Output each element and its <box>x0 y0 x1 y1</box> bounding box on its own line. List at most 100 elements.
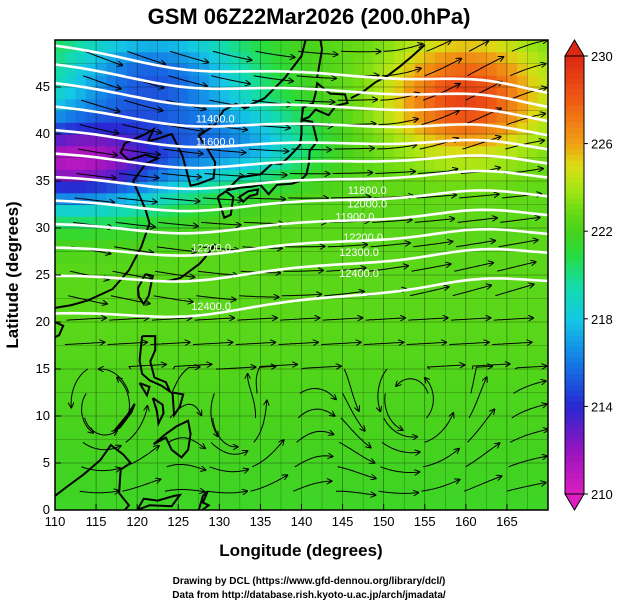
streamline <box>468 377 487 419</box>
heat-cell <box>106 369 118 382</box>
heat-cell <box>537 192 548 206</box>
heat-cell <box>383 216 395 229</box>
heat-cell <box>260 416 272 429</box>
heat-cell <box>85 181 97 194</box>
heat-cell <box>270 204 282 217</box>
colorbar-segment <box>565 444 584 451</box>
heat-cell <box>96 216 107 229</box>
heat-cell <box>157 474 169 488</box>
heat-cell <box>106 498 118 510</box>
heat-cell <box>404 298 416 311</box>
heat-cell <box>137 228 149 241</box>
heat-cell <box>157 110 169 123</box>
heat-cell <box>517 416 529 429</box>
colorbar-top-arrow <box>564 39 585 57</box>
heat-cell <box>465 216 477 229</box>
heat-cell <box>65 404 77 417</box>
heat-cell <box>414 474 426 488</box>
streamline <box>71 368 89 407</box>
colorbar-segment <box>565 83 584 90</box>
heat-cell <box>486 310 498 323</box>
heat-cell <box>342 404 354 417</box>
heat-cell <box>126 51 138 65</box>
colorbar-segment <box>565 275 584 281</box>
heat-cell <box>527 310 539 323</box>
contour-label: 12200.0 <box>191 243 231 255</box>
heat-cell <box>342 87 354 100</box>
heat-cell <box>476 486 487 499</box>
heat-cell <box>168 51 179 65</box>
heat-cell <box>383 169 395 182</box>
streamline <box>165 490 204 492</box>
heat-cell <box>373 486 385 499</box>
streamline <box>117 378 131 419</box>
heat-cell <box>209 110 220 123</box>
heat-cell <box>106 380 118 394</box>
heat-cell <box>311 486 323 499</box>
heat-cell <box>527 498 539 510</box>
heat-cell <box>270 251 282 264</box>
heat-cell <box>188 75 200 88</box>
streamline <box>465 82 502 101</box>
heat-cell <box>342 228 354 241</box>
heat-cell <box>424 192 436 206</box>
heat-cell <box>250 486 261 499</box>
heat-cell <box>383 357 395 370</box>
heat-cell <box>435 474 446 488</box>
heat-cell <box>168 98 179 112</box>
heat-cell <box>178 486 190 499</box>
heat-cell <box>137 427 149 441</box>
colorbar-segment <box>565 160 584 166</box>
heat-cell <box>311 474 323 488</box>
heat-cell <box>404 122 416 135</box>
streamline <box>383 44 423 52</box>
heat-cell <box>322 51 333 65</box>
heat-cell <box>537 345 548 358</box>
heat-cell <box>537 380 548 394</box>
streamline <box>424 413 454 443</box>
heat-cell <box>322 251 333 264</box>
heat-cell <box>424 322 436 335</box>
heat-cell <box>527 216 539 229</box>
heat-cell <box>342 145 354 159</box>
heat-cell <box>435 263 446 276</box>
heat-cell <box>75 181 87 194</box>
heat-cell <box>476 263 487 276</box>
heat-cell <box>465 369 477 382</box>
heat-cell <box>239 51 251 65</box>
heat-cell <box>404 157 416 170</box>
heat-cell <box>188 239 200 253</box>
heat-cell <box>75 345 87 358</box>
heat-cell <box>75 427 87 441</box>
heat-cell <box>363 51 374 65</box>
heat-cell <box>404 322 416 335</box>
colorbar-segment <box>565 384 584 391</box>
heat-cell <box>506 474 518 488</box>
streamline <box>454 263 493 272</box>
heat-cell <box>332 286 344 300</box>
heat-cell <box>260 75 272 88</box>
heat-cell <box>465 98 477 112</box>
streamline <box>506 114 545 126</box>
heat-cell <box>404 75 416 88</box>
heat-cell <box>404 169 416 182</box>
heat-cell <box>55 439 66 452</box>
colorbar-segment <box>565 176 584 183</box>
x-tick-label: 125 <box>167 514 189 529</box>
heat-cell <box>229 369 241 382</box>
heat-cell <box>527 474 539 488</box>
heat-cell <box>55 169 66 182</box>
heat-cell <box>270 357 282 370</box>
heat-cell <box>147 474 159 488</box>
heat-cell <box>476 298 487 311</box>
heat-cell <box>219 380 231 394</box>
heat-cell <box>373 122 385 135</box>
heat-cell <box>465 474 477 488</box>
heat-cell <box>537 122 548 135</box>
heat-cell <box>527 75 539 88</box>
heat-cell <box>342 204 354 217</box>
heat-cell <box>301 298 313 311</box>
streamline <box>375 172 415 174</box>
heat-cell <box>455 333 467 347</box>
heat-cell <box>168 157 179 170</box>
